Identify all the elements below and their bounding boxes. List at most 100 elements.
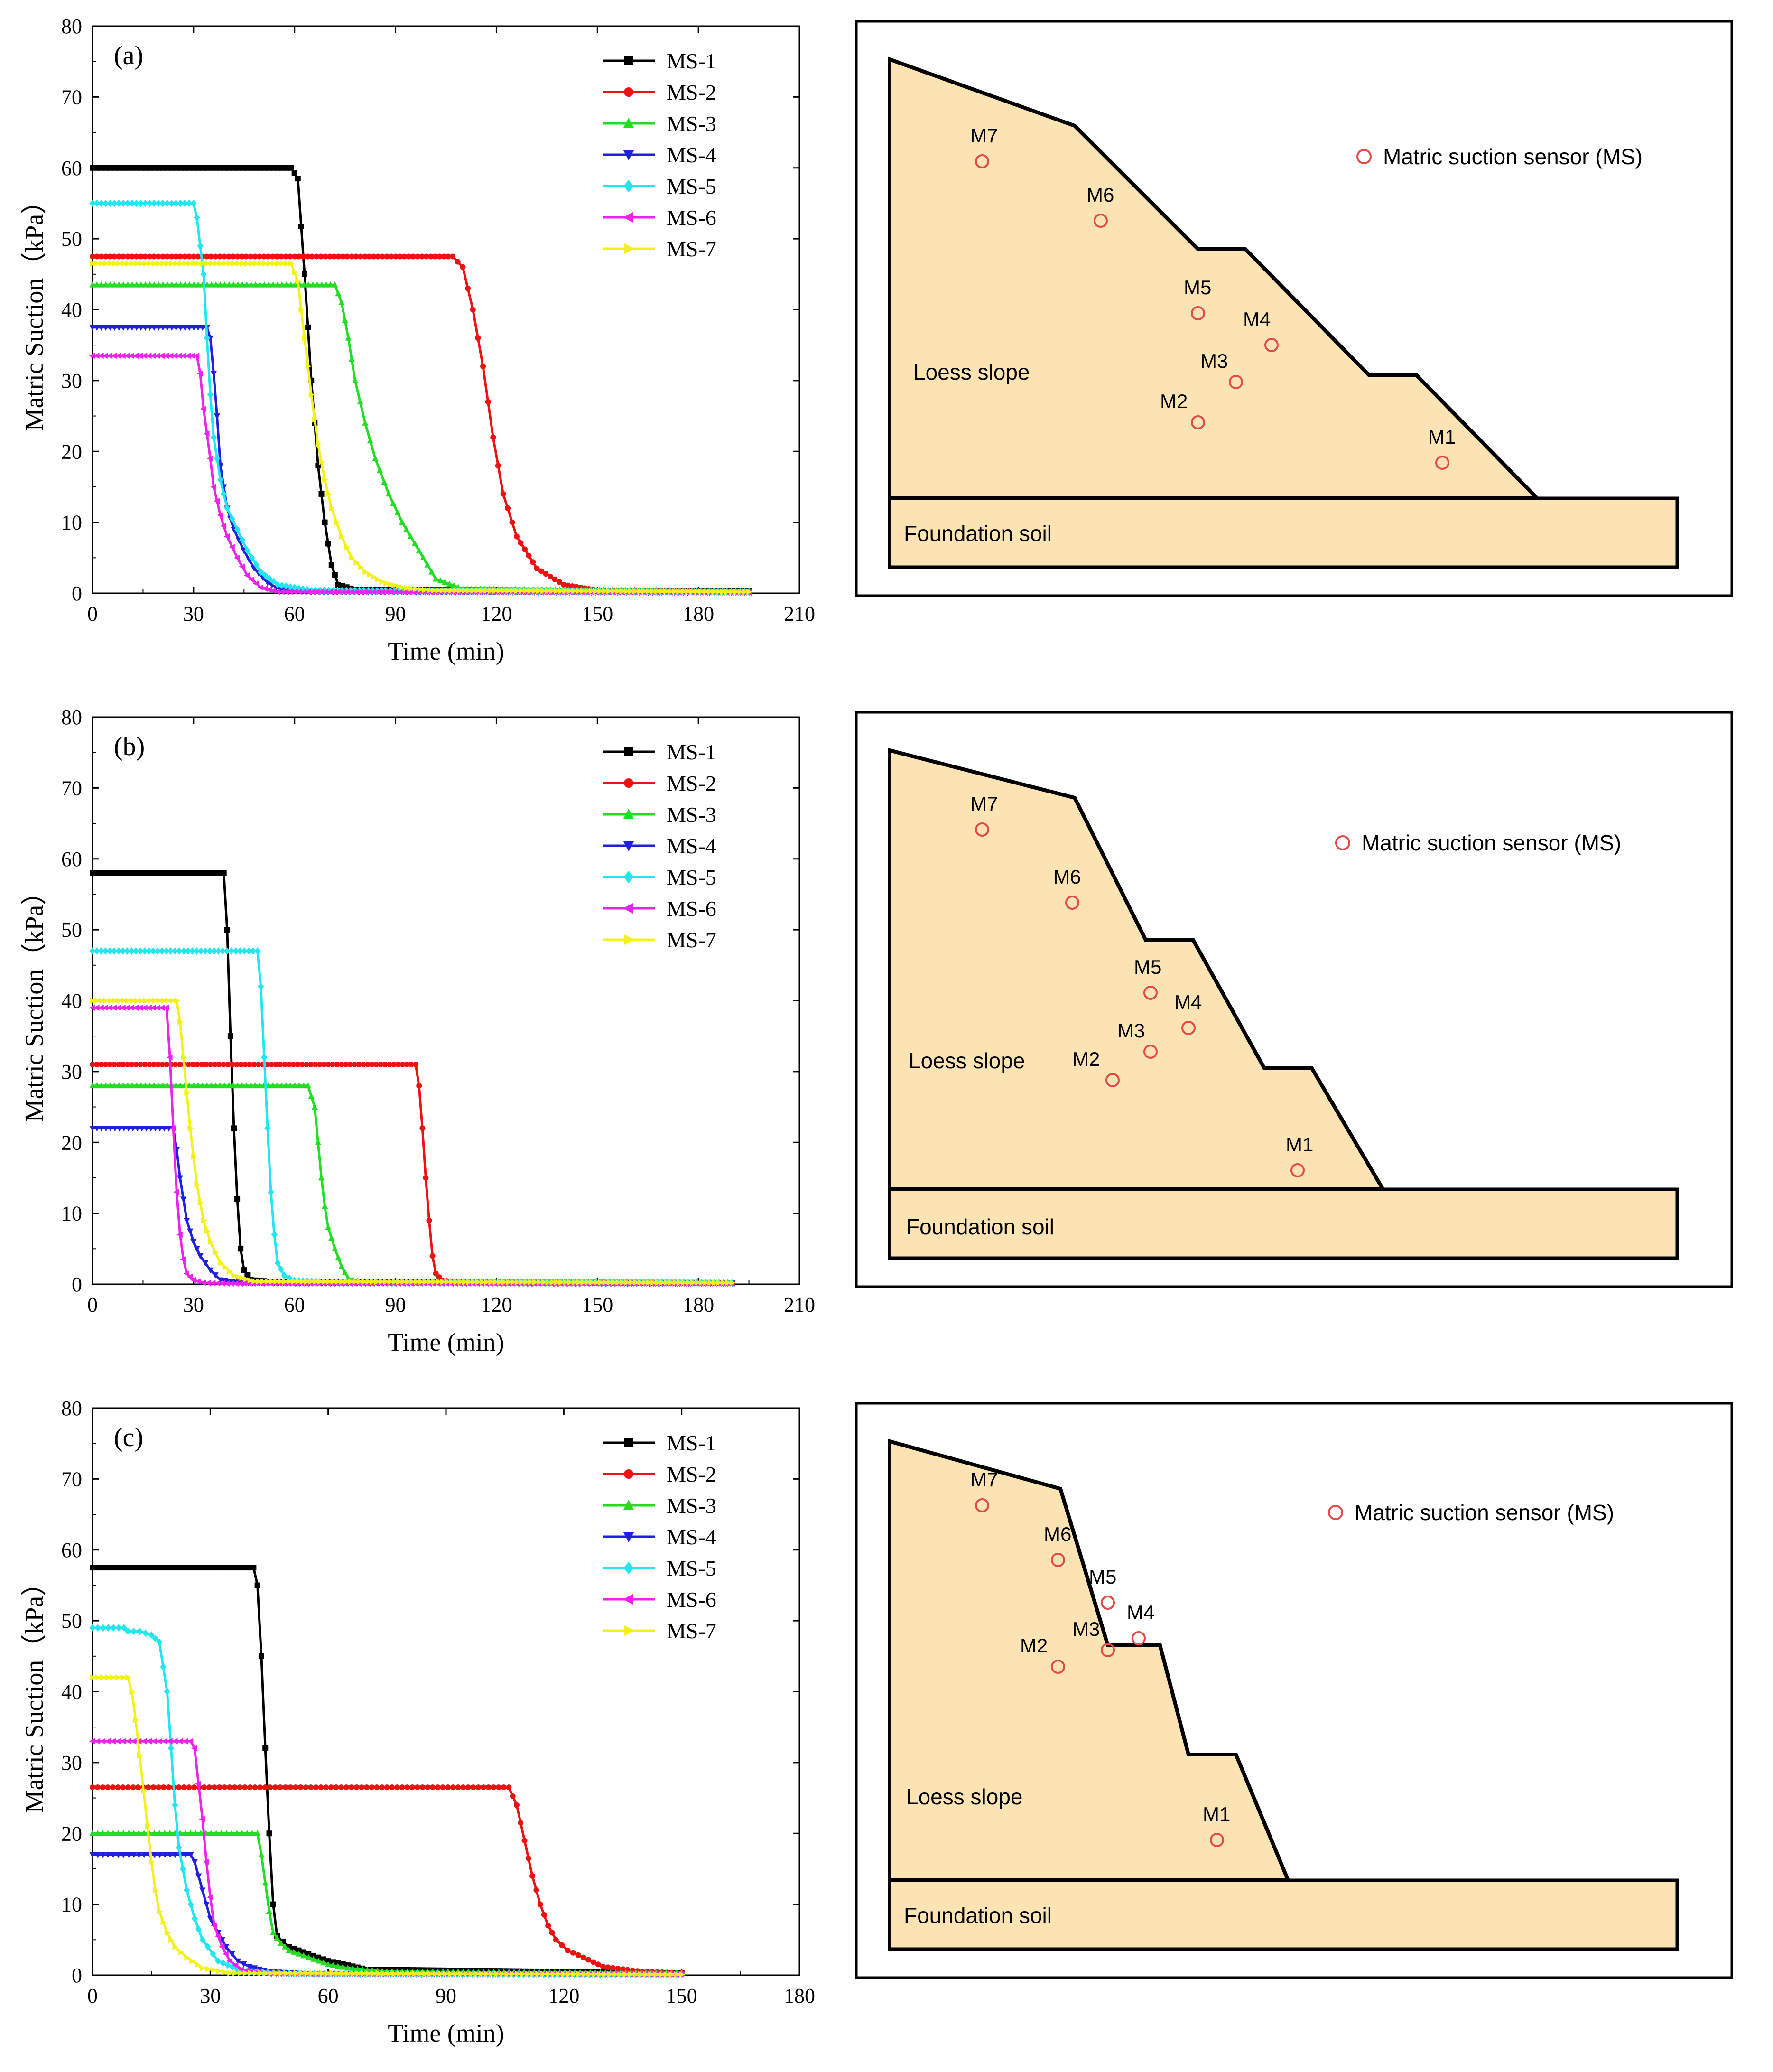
data-point [278,587,284,593]
x-axis-label: Time (min) [388,2019,504,2047]
data-point [320,1959,326,1966]
sensor-marker [1264,338,1279,352]
data-point [197,242,204,250]
data-point [242,1784,248,1791]
y-tick-label: 60 [61,157,82,180]
data-point [480,364,486,369]
data-point [296,588,302,595]
data-point [146,870,152,876]
data-point [225,1565,232,1571]
legend-label: MS-2 [667,80,716,104]
data-point [496,588,503,594]
data-point [186,1273,193,1280]
data-point [370,1279,376,1285]
legend-label: MS-6 [667,205,716,230]
data-point [645,588,652,595]
x-tick-label: 0 [87,602,98,625]
data-point [205,1966,212,1972]
legend-label: MS-7 [667,237,716,261]
data-point [304,1970,311,1977]
data-point [116,260,123,267]
legend-label: MS-2 [667,771,716,795]
data-point [202,1260,209,1267]
data-point [390,500,397,506]
loess-slope-label: Loess slope [906,1784,1023,1809]
data-point [111,1082,118,1089]
data-point [318,1784,324,1791]
data-point [177,325,184,331]
data-point [615,1279,622,1286]
data-point [213,1830,220,1836]
data-point [725,1279,732,1286]
data-point [246,1964,253,1970]
data-point [107,199,113,207]
legend-marker [623,118,634,128]
data-point [251,1565,257,1571]
data-point [460,264,466,270]
data-point [365,1279,372,1285]
data-point [589,1279,595,1286]
data-point [375,253,381,260]
data-point [383,579,390,587]
data-point [244,1830,251,1836]
data-point [133,1061,139,1067]
data-point [258,1851,265,1857]
series-line-ms-4 [93,1853,682,1976]
y-tick-label: 0 [72,1273,82,1296]
data-point [323,281,329,288]
data-point [164,1082,171,1089]
sensor-m5: M5 [1089,1566,1116,1610]
data-point [293,1784,299,1791]
data-point [100,1674,106,1681]
data-point [125,1674,131,1681]
data-point [133,253,139,260]
data-point [98,1125,105,1132]
data-point [90,260,96,267]
legend-entry-ms-5: MS-5 [603,1556,716,1580]
data-point [412,1970,418,1977]
data-point [737,588,744,595]
data-point [248,1970,254,1977]
data-point [98,1082,105,1089]
data-point [221,1082,228,1089]
data-point [301,281,307,288]
data-point [287,1082,294,1089]
legend-label: MS-4 [667,1525,716,1549]
data-point [130,1784,136,1791]
data-point [151,260,158,267]
data-point [672,588,678,595]
data-point [309,281,316,288]
data-point [204,1943,211,1951]
data-point [245,947,252,955]
data-point [230,281,237,288]
data-point [234,1958,241,1965]
data-point [195,1961,201,1968]
data-point [435,587,442,594]
data-point [227,1969,233,1977]
data-point [433,1270,439,1277]
data-point [115,1784,121,1791]
sensor-marker [1229,375,1243,389]
data-point [397,1970,403,1977]
data-point [217,512,223,519]
data-point [593,588,599,595]
data-point [157,1908,163,1915]
data-point [90,253,95,260]
data-point [600,1964,606,1970]
data-point [637,588,643,595]
data-point [129,870,135,876]
data-point [90,165,95,171]
data-point [152,997,158,1004]
data-point [107,997,114,1004]
data-point [90,997,96,1004]
data-point [490,434,496,440]
data-point [333,1784,339,1791]
data-point [173,325,179,331]
data-point [258,260,264,267]
legend-marker [623,180,634,192]
data-point [382,1061,388,1067]
series-ms-4 [89,1852,685,1978]
data-point [465,1784,471,1791]
data-point [620,1279,626,1286]
data-point [353,559,360,566]
